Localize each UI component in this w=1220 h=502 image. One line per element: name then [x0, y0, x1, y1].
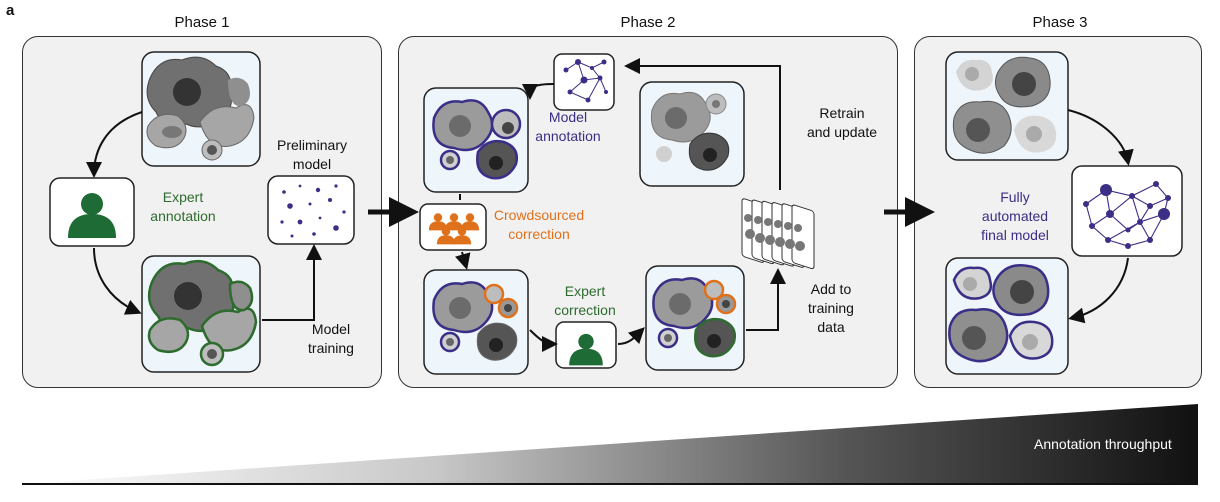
preliminary-model-box	[267, 175, 355, 245]
arrow-expert-to-annotated	[93, 247, 142, 315]
phase3-raw-cells	[945, 51, 1069, 161]
throughput-ramp	[22, 404, 1198, 484]
arrow-annotated-to-model	[262, 244, 322, 321]
preliminary-model-label: Preliminary model	[276, 137, 347, 172]
crowdsourced-correction-label: Crowdsourced correction	[493, 207, 585, 242]
arrow-retrain-to-network	[624, 58, 781, 190]
phase1-title: Phase 1	[174, 14, 230, 31]
retrain-update-label: Retrain and update	[806, 105, 878, 140]
expert-annotation-label: Expert annotation	[150, 189, 216, 224]
phase2-expert-corrected-cells	[645, 265, 745, 371]
phase2-raw-cells	[639, 81, 745, 187]
phase2-title: Phase 2	[620, 14, 676, 31]
final-model-label: Fully automated final model	[981, 189, 1049, 243]
final-model-network-icon	[1071, 165, 1183, 257]
phase3-final-annotated-cells	[945, 257, 1069, 375]
panel-letter: a	[6, 2, 15, 19]
model-annotation-label: Model annotation	[535, 109, 601, 144]
preliminary-model-dots-icon	[280, 184, 346, 238]
arrow-corrected-to-training	[746, 268, 786, 331]
arrow-network-to-model-annotated	[522, 83, 555, 100]
phase1-annotated-cells	[141, 255, 261, 373]
annotation-throughput-label: Annotation throughput	[1034, 436, 1172, 452]
phase2-crowd-corrected-cells	[423, 269, 529, 375]
expert-correction-label: Expert correction	[554, 283, 616, 318]
add-training-data-label: Add to training data	[808, 281, 854, 335]
arrow-crowd-to-corrected	[455, 251, 471, 270]
arrow-raw-to-final-model	[1067, 109, 1134, 166]
training-data-stack	[741, 198, 815, 270]
arrow-raw-to-expert	[86, 111, 143, 178]
model-network-small-icon	[553, 53, 615, 111]
arrow-crowd-to-expert	[529, 329, 558, 352]
crowdsourced-people-icon	[419, 203, 487, 251]
phase1-raw-cells	[141, 51, 261, 167]
model-training-label: Model training	[308, 321, 354, 356]
arrow-final-model-to-annotated	[1068, 257, 1129, 324]
phase3-title: Phase 3	[1032, 14, 1088, 31]
arrow-expert-to-corrected	[617, 327, 645, 345]
phase2-model-annotated-cells	[423, 87, 529, 193]
